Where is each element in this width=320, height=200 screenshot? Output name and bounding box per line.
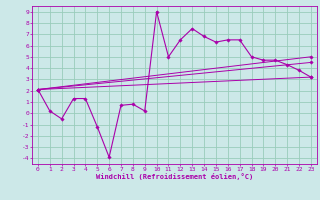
- X-axis label: Windchill (Refroidissement éolien,°C): Windchill (Refroidissement éolien,°C): [96, 173, 253, 180]
